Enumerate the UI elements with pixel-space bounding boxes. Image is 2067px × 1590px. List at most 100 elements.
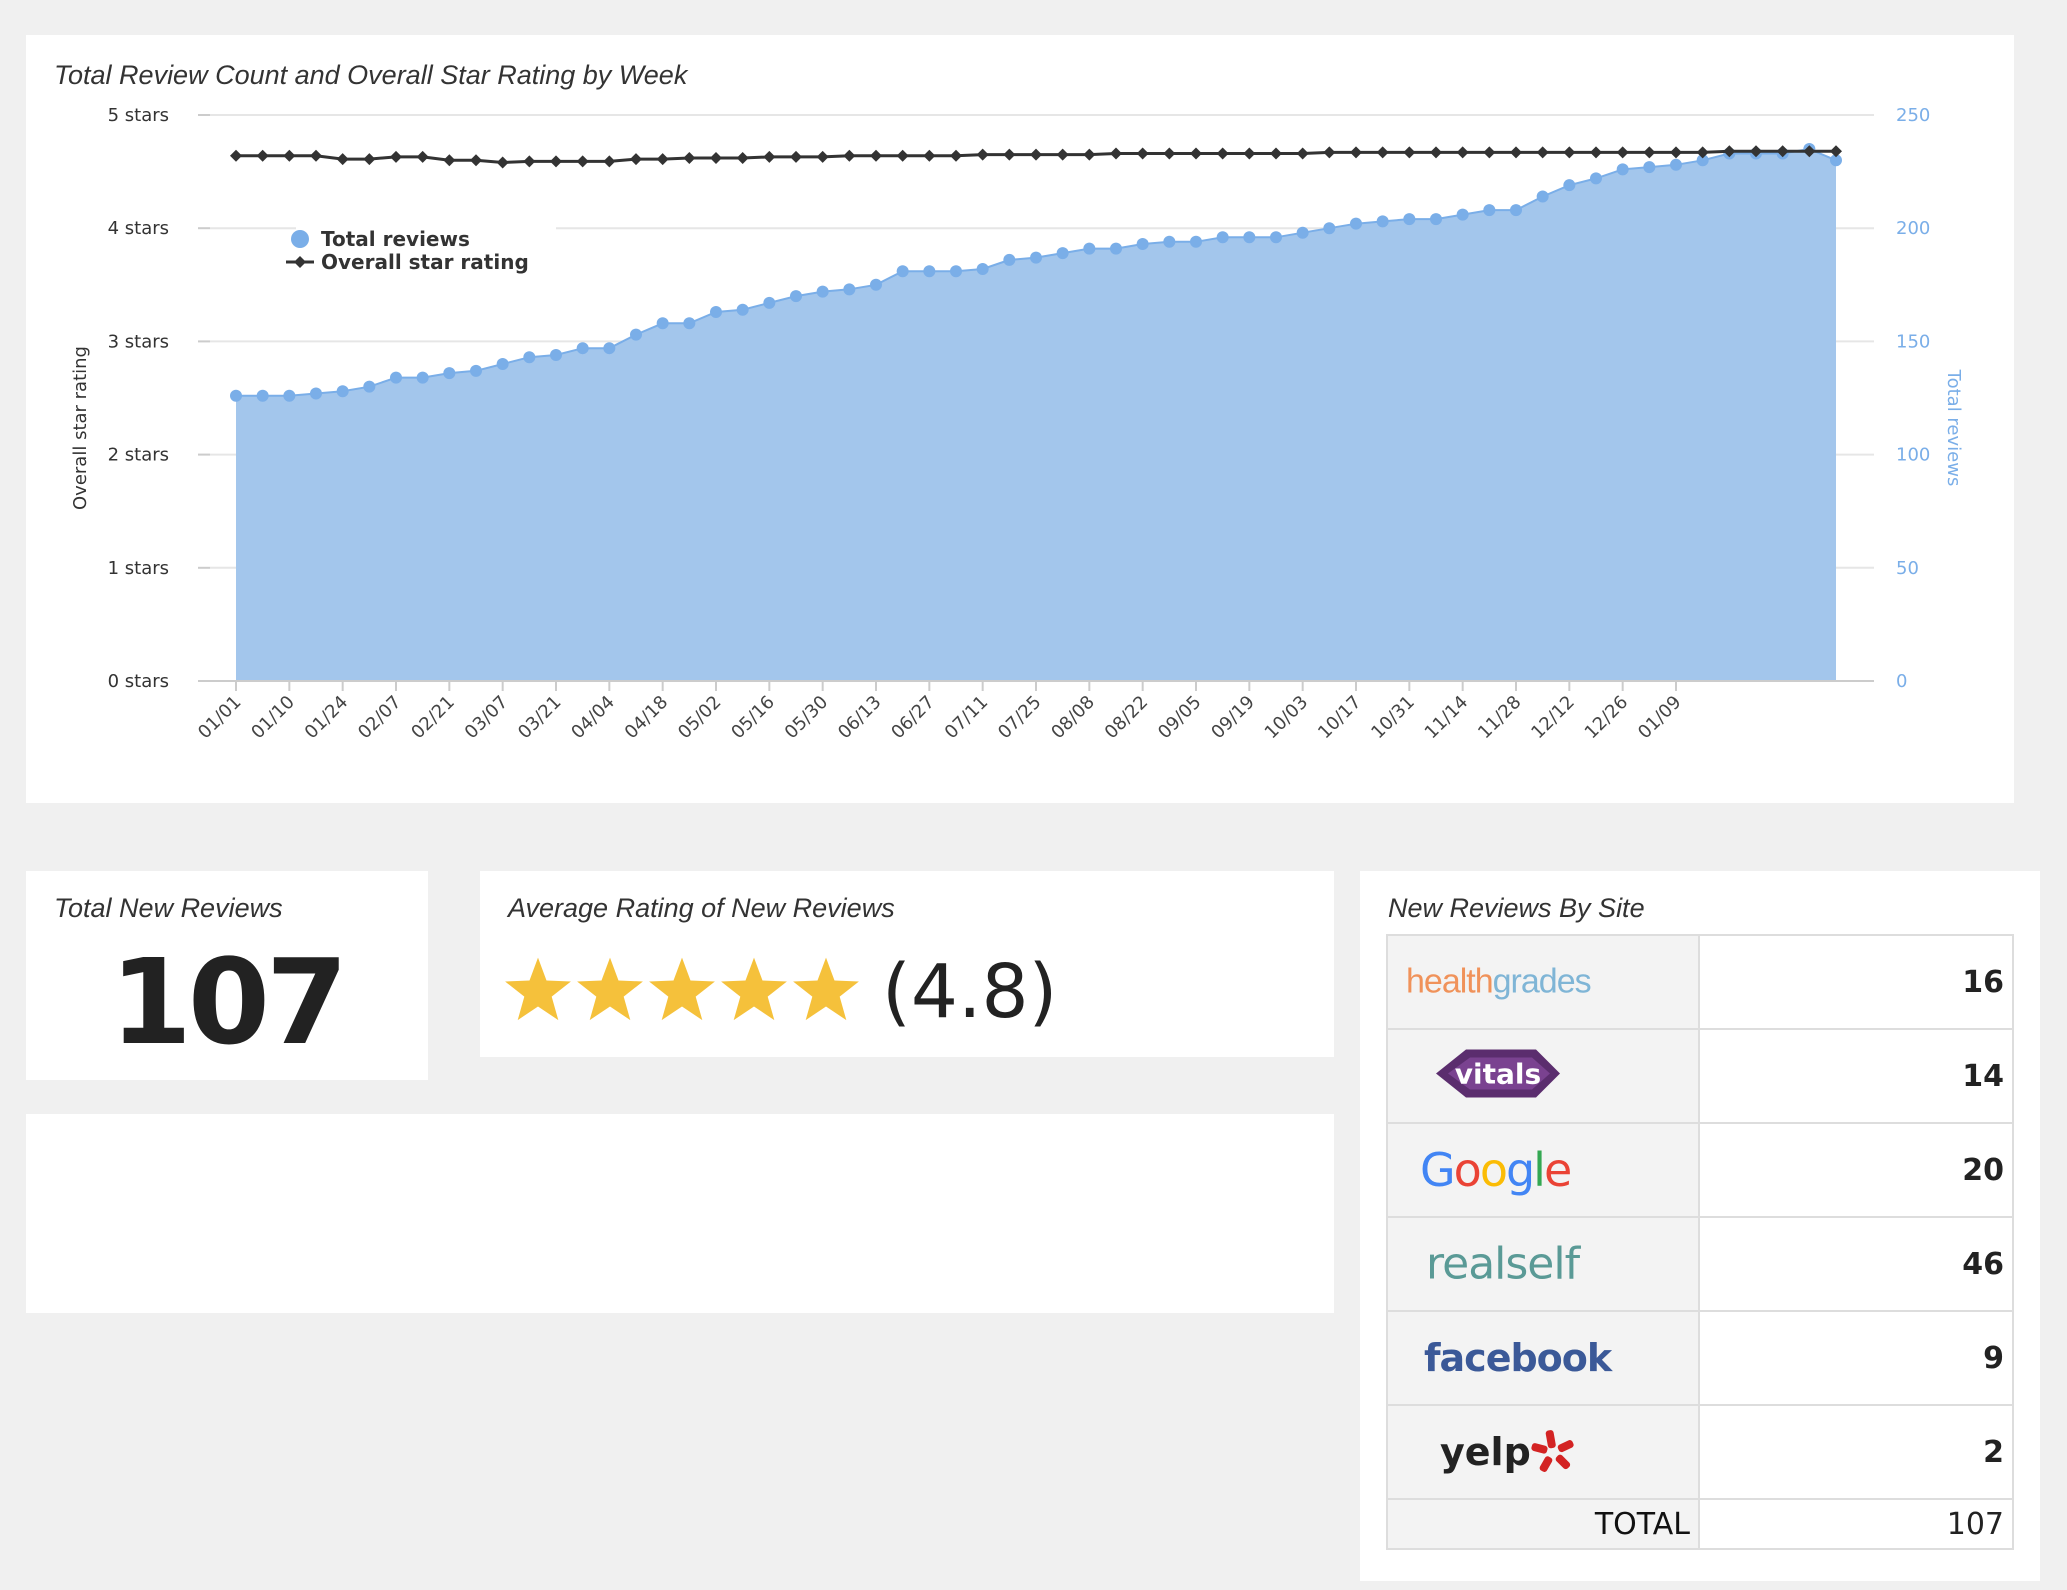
total-reviews-point xyxy=(816,285,829,298)
total-reviews-point xyxy=(710,305,722,318)
total-reviews-point xyxy=(1030,251,1042,264)
reviews-by-site-panel: New Reviews By Site healthgrades 16 vita… xyxy=(1360,871,2040,1581)
left-axis-tick-label: 1 stars xyxy=(108,558,169,579)
star-rating-point xyxy=(870,149,882,162)
yelp-count: 2 xyxy=(1698,1404,2014,1500)
star-rating-point xyxy=(1083,148,1096,161)
review-chart: 0 stars 1 stars 2 stars 3 stars 4 stars 5 sta… xyxy=(70,105,1964,744)
right-axis-label: Total reviews xyxy=(1943,369,1964,487)
star-rating-point xyxy=(950,149,962,162)
chart-panel: Total Review Count and Overall Star Rati… xyxy=(26,35,2014,803)
total-reviews-point xyxy=(843,283,856,296)
star-rating-point xyxy=(1296,147,1309,160)
left-axis-tick-label: 2 stars xyxy=(108,445,169,466)
right-axis-tick-label: 0 xyxy=(1896,671,1907,692)
x-tick-label: 01/01 xyxy=(194,692,246,744)
total-reviews-area xyxy=(236,149,1836,681)
star-rating-point xyxy=(1643,146,1656,159)
total-reviews-point xyxy=(1430,213,1442,226)
star-rating-point xyxy=(1616,146,1629,159)
total-reviews-point xyxy=(1056,247,1069,260)
legend-star-rating-marker xyxy=(294,256,306,268)
star-rating-point xyxy=(496,156,509,169)
healthgrades-logo: healthgrades xyxy=(1406,962,1592,1001)
total-reviews-point xyxy=(1350,217,1362,230)
total-reviews-point xyxy=(576,342,589,355)
x-tick-label: 06/27 xyxy=(887,692,939,744)
facebook-logo: facebook xyxy=(1424,1336,1612,1380)
star-rating-point xyxy=(630,153,642,166)
yelp-logo-cell: yelp xyxy=(1386,1404,1700,1500)
star-rating-point xyxy=(390,150,402,163)
star-rating-point xyxy=(1270,147,1282,160)
x-tick-label: 07/11 xyxy=(941,692,993,744)
x-tick-label: 02/07 xyxy=(354,692,406,744)
total-reviews-point xyxy=(630,328,642,341)
total-reviews-point xyxy=(1403,213,1416,226)
total-reviews-point xyxy=(443,367,456,380)
star-rating-point xyxy=(603,155,616,168)
star-rating-point xyxy=(736,152,749,165)
table-row: Google 20 xyxy=(1386,1122,2014,1218)
total-new-reviews-title: Total New Reviews xyxy=(54,893,283,923)
total-reviews-point xyxy=(1670,158,1682,171)
total-reviews-point xyxy=(1216,231,1229,244)
realself-logo: realself xyxy=(1426,1238,1580,1290)
right-axis-tick-label: 200 xyxy=(1896,218,1930,239)
x-tick-label: 10/31 xyxy=(1367,692,1419,744)
star-rating-point xyxy=(1803,145,1816,158)
total-reviews-point xyxy=(1110,242,1122,255)
vitals-logo-cell: vitals xyxy=(1386,1028,1700,1124)
star-rating-point xyxy=(843,149,856,162)
x-tick-label: 01/10 xyxy=(247,692,299,744)
star-rating-point xyxy=(1056,148,1069,161)
total-reviews-point xyxy=(1323,222,1336,235)
star-rating-point xyxy=(923,149,936,162)
total-reviews-point xyxy=(1296,226,1309,239)
total-new-reviews-panel: Total New Reviews 107 xyxy=(26,871,428,1080)
x-tick-label: 03/21 xyxy=(514,692,566,744)
right-axis-tick-label: 250 xyxy=(1896,105,1930,126)
total-reviews-point xyxy=(656,317,669,330)
yelp-logo: yelp xyxy=(1440,1428,1575,1476)
x-tick-label: 08/08 xyxy=(1047,692,1099,744)
star-rating-point xyxy=(470,154,482,167)
vitals-logo-text: vitals xyxy=(1455,1058,1541,1091)
total-reviews-point xyxy=(1616,163,1629,176)
star-rating-point xyxy=(1670,146,1682,159)
x-tick-label: 12/26 xyxy=(1581,692,1633,744)
star-rating-point xyxy=(1163,147,1176,160)
star-rating-point xyxy=(523,155,536,168)
star-rating-point xyxy=(310,149,322,162)
google-logo: Google xyxy=(1420,1143,1572,1197)
reviews-by-site-title: New Reviews By Site xyxy=(1388,893,1645,923)
star-icon xyxy=(793,957,859,1021)
total-reviews-point xyxy=(1163,235,1176,248)
star-rating-point xyxy=(1750,145,1762,158)
total-reviews-point xyxy=(1536,190,1549,203)
total-reviews-point xyxy=(1830,154,1842,167)
star-rating-point xyxy=(683,152,696,165)
total-reviews-point xyxy=(283,389,296,402)
x-tick-label: 08/22 xyxy=(1101,692,1153,744)
total-reviews-point xyxy=(1270,231,1282,244)
total-reviews-point xyxy=(363,380,376,393)
star-rating-point xyxy=(1483,146,1496,159)
google-count: 20 xyxy=(1698,1122,2014,1218)
star-rating-point xyxy=(1350,146,1362,159)
star-rating-point xyxy=(656,153,669,166)
star-rating-point xyxy=(1430,146,1442,159)
left-axis-label: Overall star rating xyxy=(70,346,91,510)
star-rating-point xyxy=(1776,145,1789,158)
star-rating-point xyxy=(1323,146,1336,159)
x-tick-label: 03/07 xyxy=(461,692,513,744)
total-reviews-point xyxy=(470,364,482,377)
total-reviews-point xyxy=(1190,235,1202,248)
star-rating-point xyxy=(1376,146,1389,159)
x-tick-label: 09/19 xyxy=(1207,692,1259,744)
star-icon xyxy=(649,957,715,1021)
vitals-count: 14 xyxy=(1698,1028,2014,1124)
star-rating-point xyxy=(550,155,562,168)
x-tick-label: 12/12 xyxy=(1527,692,1579,744)
left-axis-tick-label: 0 stars xyxy=(108,671,169,692)
